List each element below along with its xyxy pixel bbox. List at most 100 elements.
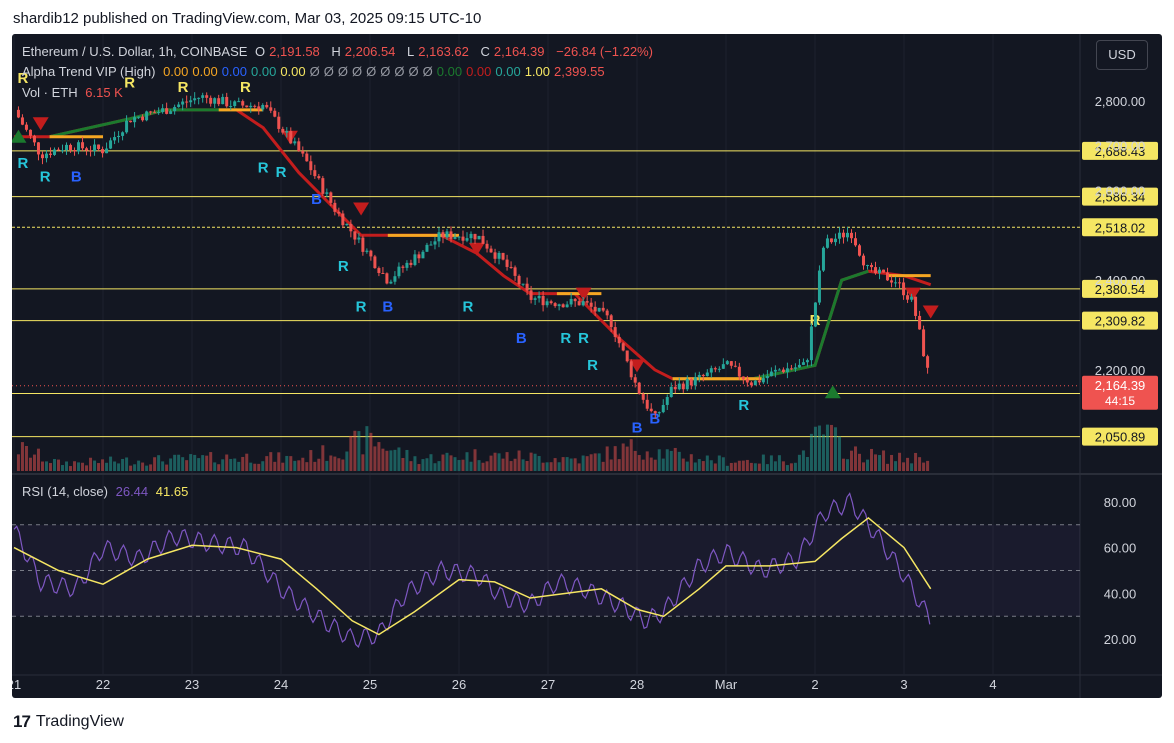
candle-body (513, 267, 517, 276)
volume-legend[interactable]: Vol · ETH 6.15 K (22, 85, 127, 100)
candle-body (133, 117, 137, 123)
volume-bar (505, 452, 509, 471)
candle-body (321, 178, 325, 194)
signal-marker: B (649, 411, 660, 428)
volume-bar (201, 455, 205, 471)
footer-brand[interactable]: 17 TradingView (13, 712, 124, 732)
candle-body (61, 150, 65, 152)
volume-bar (129, 465, 133, 471)
volume-bar (73, 461, 77, 471)
volume-bar (269, 452, 273, 471)
candle-body (505, 259, 509, 267)
candle-body (249, 105, 253, 108)
candle-body (793, 367, 797, 369)
candle-body (701, 374, 705, 377)
candle-body (381, 272, 385, 274)
currency-button[interactable]: USD (1096, 40, 1148, 70)
volume-bar (613, 446, 617, 471)
candle-body (369, 250, 373, 257)
candle-body (257, 106, 261, 110)
candle-body (397, 266, 401, 277)
volume-bar (393, 449, 397, 471)
candle-body (229, 106, 233, 108)
level-tag (1082, 141, 1158, 160)
volume-bar (473, 449, 477, 471)
candle-body (305, 153, 309, 162)
low-value: 2,163.62 (418, 44, 469, 59)
signal-marker: R (578, 330, 589, 347)
volume-bar (557, 462, 561, 471)
candle-body (325, 192, 329, 194)
volume-bar (621, 443, 625, 471)
candle-body (801, 362, 805, 365)
volume-bar (261, 461, 265, 471)
volume-bar (32, 454, 36, 471)
volume-bar (52, 458, 56, 471)
signal-marker: R (124, 74, 135, 91)
candle-body (525, 283, 529, 291)
volume-bar (257, 463, 261, 471)
time-tick-label: Mar (715, 677, 738, 692)
candle-body (189, 100, 193, 103)
candle-body (765, 376, 769, 379)
indicator-value: 0.00 (192, 64, 218, 79)
candle-body (785, 368, 789, 373)
rsi-legend[interactable]: RSI (14, close) 26.44 41.65 (22, 484, 192, 499)
candle-body (926, 356, 930, 368)
candle-body (769, 371, 773, 377)
volume-bar (565, 457, 569, 471)
candle-body (157, 112, 161, 114)
candle-body (914, 296, 918, 316)
volume-bar (797, 454, 801, 471)
alpha-trend-up-segment (672, 269, 869, 381)
candle-body (878, 269, 882, 274)
candle-body (665, 397, 669, 405)
candle-body (205, 95, 209, 98)
volume-bar (197, 458, 201, 471)
candle-body (922, 329, 926, 357)
candle-body (837, 232, 841, 239)
volume-bar (781, 461, 785, 471)
candle-body (617, 336, 621, 344)
alpha-trend-up-segment (49, 108, 237, 139)
signal-marker: R (240, 79, 251, 96)
signal-marker: R (276, 164, 287, 181)
candle-body (721, 364, 725, 369)
candle-body (645, 399, 649, 409)
symbol-title: Ethereum / U.S. Dollar, 1h, COINBASE (22, 44, 248, 59)
candle-body (745, 379, 749, 383)
close-field: C 2,164.39 (481, 44, 549, 59)
level-tag (1082, 311, 1158, 330)
volume-bar (329, 455, 333, 471)
volume-bar (253, 463, 257, 471)
rsi-tick-label: 80.00 (1104, 495, 1137, 510)
symbol-legend[interactable]: Ethereum / U.S. Dollar, 1h, COINBASE O 2,… (22, 44, 657, 59)
candle-body (105, 148, 109, 154)
candle-body (517, 275, 521, 285)
indicator-value: Ø (394, 64, 405, 79)
candle-body (902, 282, 906, 296)
chart-frame[interactable]: RRBRRBRRBRBRRRBBRRRRRR 2,688.432,586.342… (12, 34, 1162, 698)
volume-bar (153, 457, 157, 471)
candle-body (293, 141, 297, 144)
volume-bar (413, 456, 417, 471)
candle-body (729, 361, 733, 366)
candle-body (289, 131, 293, 144)
volume-label: Vol · ETH (22, 85, 78, 100)
volume-bar (745, 459, 749, 471)
candle-body (413, 254, 417, 265)
candle-body (681, 383, 685, 390)
signal-marker: R (356, 299, 367, 316)
indicator-legend[interactable]: Alpha Trend VIP (High) 0.00 0.00 0.00 0.00 0… (22, 64, 613, 79)
candle-body (357, 237, 361, 240)
volume-bar (405, 449, 409, 471)
candle-body (273, 110, 277, 117)
buy-triangle-icon (824, 385, 841, 399)
chart-canvas[interactable]: RRBRRBRRBRBRRRBBRRRRRR 2,688.432,586.342… (12, 34, 1162, 698)
candle-body (605, 310, 609, 316)
indicator-value: Ø (408, 64, 419, 79)
candle-body (533, 298, 537, 300)
volume-bar (189, 454, 193, 471)
candle-body (805, 360, 809, 363)
volume-bar (741, 460, 745, 471)
